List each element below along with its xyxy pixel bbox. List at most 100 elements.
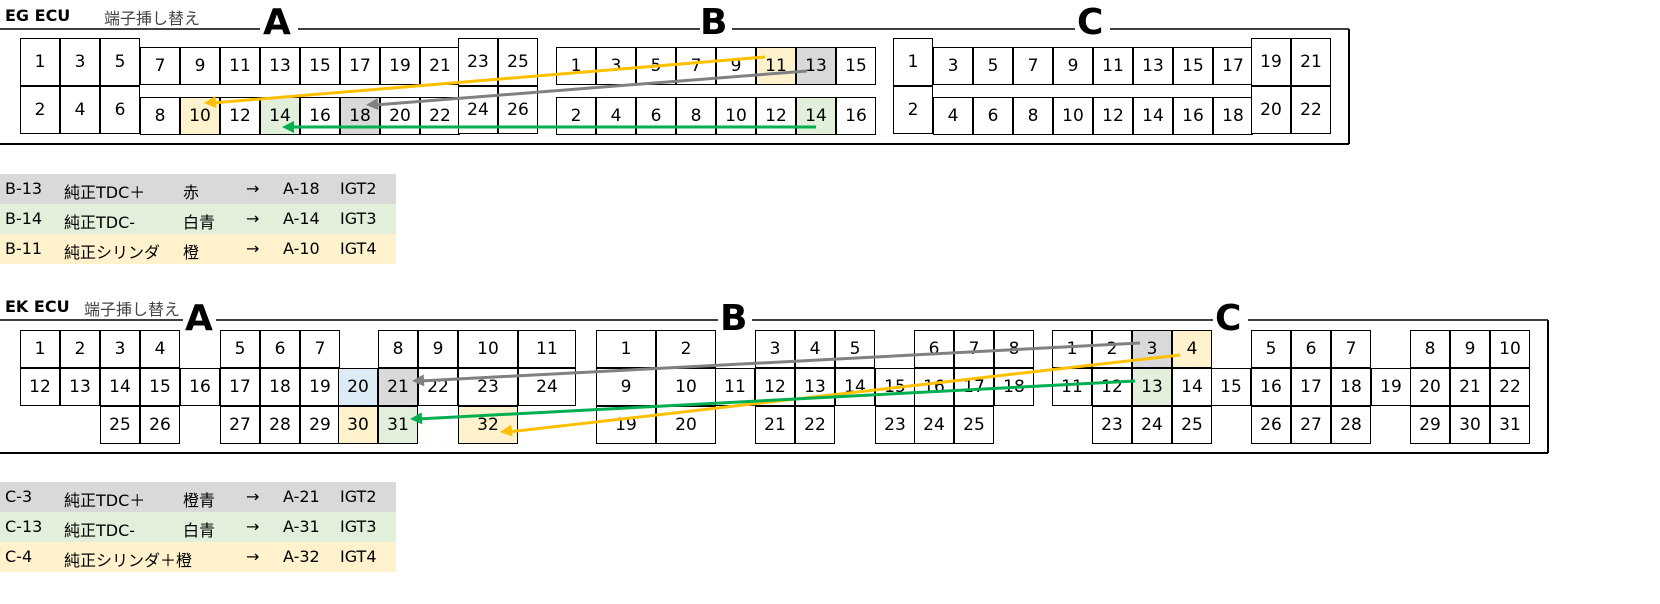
remap-to: A-14 xyxy=(283,209,320,228)
remap-name: 純正TDC- xyxy=(64,213,136,232)
remap-to: A-32 xyxy=(283,547,320,566)
remap-to: A-31 xyxy=(283,517,320,536)
ek-c-pin: 15 xyxy=(1211,368,1251,406)
ek-a-pin: 31 xyxy=(378,406,418,444)
remap-name: 純正シリンダ＋橙 xyxy=(64,551,193,570)
ek-a-pin: 12 xyxy=(20,368,60,406)
ek-c-pin: 11 xyxy=(1052,368,1092,406)
remap-sig: IGT3 xyxy=(340,517,377,536)
ek-arrow-green-head xyxy=(410,412,423,425)
remap-from: C-3 xyxy=(5,487,33,506)
ek-c-pin: 29 xyxy=(1410,406,1450,444)
eg-a-pin: 19 xyxy=(380,47,420,85)
ek-a-pin: 18 xyxy=(260,368,300,406)
ek-connector-a-label: A xyxy=(185,298,213,339)
eg-a-pin: 21 xyxy=(420,47,460,85)
ek-arrow-green xyxy=(417,379,1136,421)
ek-c-pin: 25 xyxy=(1172,406,1212,444)
ek-subtitle: 端子挿し替え xyxy=(84,300,181,319)
remap-sig: IGT3 xyxy=(340,209,377,228)
eg-c-pin: 20 xyxy=(1251,86,1291,134)
eg-remap-row: B-11 純正シリンダ 橙 → A-10 IGT4 xyxy=(0,234,396,264)
ek-a-pin: 22 xyxy=(418,368,458,406)
eg-c-pin: 16 xyxy=(1173,97,1213,135)
ek-a-pin: 3 xyxy=(100,330,140,368)
eg-c-pin: 10 xyxy=(1053,97,1093,135)
ek-c-pin: 31 xyxy=(1490,406,1530,444)
eg-c-pin: 3 xyxy=(933,47,973,85)
remap-arrow: → xyxy=(246,547,260,566)
eg-remap-row: B-14 純正TDC- 白青 → A-14 IGT3 xyxy=(0,204,396,234)
eg-connector-b-label: B xyxy=(700,2,728,43)
eg-c-pin: 22 xyxy=(1291,86,1331,134)
ek-a-pin: 23 xyxy=(458,368,518,406)
ek-b-pin: 22 xyxy=(795,406,835,444)
eg-a-pin: 6 xyxy=(100,86,140,134)
eg-b-pin: 4 xyxy=(596,97,636,135)
ek-c-pin: 5 xyxy=(1251,330,1291,368)
eg-a-pin: 3 xyxy=(60,38,100,86)
eg-a-pin: 16 xyxy=(300,97,340,135)
remap-color: 橙青 xyxy=(183,491,216,510)
ek-a-pin: 15 xyxy=(140,368,180,406)
eg-remap-row: B-13 純正TDC＋ 赤 → A-18 IGT2 xyxy=(0,174,396,204)
eg-c-pin: 13 xyxy=(1133,47,1173,85)
remap-sig: IGT4 xyxy=(340,547,377,566)
eg-c-pin: 19 xyxy=(1251,38,1291,86)
ek-a-pin: 27 xyxy=(220,406,260,444)
remap-from: B-11 xyxy=(5,239,43,258)
ek-c-pin: 3 xyxy=(1132,330,1172,368)
ek-b-pin: 5 xyxy=(835,330,875,368)
eg-title: EG ECU xyxy=(5,6,71,25)
ek-a-pin: 14 xyxy=(100,368,140,406)
remap-arrow: → xyxy=(246,487,260,506)
eg-arrow-gray xyxy=(373,69,808,107)
ek-b-pin: 10 xyxy=(656,368,716,406)
eg-a-pin: 11 xyxy=(220,47,260,85)
ek-b-pin: 13 xyxy=(795,368,835,406)
ek-b-pin: 24 xyxy=(914,406,954,444)
eg-c-pin: 9 xyxy=(1053,47,1093,85)
eg-c-pin: 15 xyxy=(1173,47,1213,85)
remap-name: 純正TDC- xyxy=(64,521,136,540)
eg-b-pin: 8 xyxy=(676,97,716,135)
ek-a-pin: 20 xyxy=(338,368,378,406)
eg-a-pin: 7 xyxy=(140,47,180,85)
eg-c-pin: 2 xyxy=(893,86,933,134)
ek-b-pin: 1 xyxy=(596,330,656,368)
eg-b-pin: 12 xyxy=(756,97,796,135)
eg-a-pin: 17 xyxy=(340,47,380,85)
remap-color: 白青 xyxy=(183,213,216,232)
eg-a-pin: 8 xyxy=(140,97,180,135)
ek-c-pin: 8 xyxy=(1410,330,1450,368)
remap-name: 純正TDC＋ xyxy=(64,183,146,202)
ek-a-pin: 4 xyxy=(140,330,180,368)
remap-arrow: → xyxy=(246,239,260,258)
ek-remap-row: C-4 純正シリンダ＋橙 → A-32 IGT4 xyxy=(0,542,396,572)
eg-a-pin: 23 xyxy=(458,38,498,86)
ek-b-pin: 23 xyxy=(875,406,915,444)
ek-a-pin: 17 xyxy=(220,368,260,406)
remap-sig: IGT4 xyxy=(340,239,377,258)
eg-b-pin: 11 xyxy=(756,47,796,85)
ek-b-pin: 25 xyxy=(954,406,994,444)
ek-a-pin: 32 xyxy=(458,406,518,444)
remap-color: 赤 xyxy=(183,183,200,202)
ek-b-pin: 6 xyxy=(914,330,954,368)
ek-c-pin: 14 xyxy=(1172,368,1212,406)
ek-a-pin: 8 xyxy=(378,330,418,368)
remap-from: B-14 xyxy=(5,209,43,228)
ek-connector-b-label: B xyxy=(720,298,748,339)
eg-b-pin: 15 xyxy=(836,47,876,85)
eg-arrow-gray-head xyxy=(366,98,379,111)
ek-a-pin: 13 xyxy=(60,368,100,406)
remap-to: A-10 xyxy=(283,239,320,258)
remap-to: A-21 xyxy=(283,487,320,506)
ek-b-pin: 17 xyxy=(954,368,994,406)
remap-from: C-13 xyxy=(5,517,43,536)
ek-c-pin: 4 xyxy=(1172,330,1212,368)
remap-color: 白青 xyxy=(183,521,216,540)
eg-subtitle: 端子挿し替え xyxy=(104,9,201,28)
remap-sig: IGT2 xyxy=(340,487,377,506)
